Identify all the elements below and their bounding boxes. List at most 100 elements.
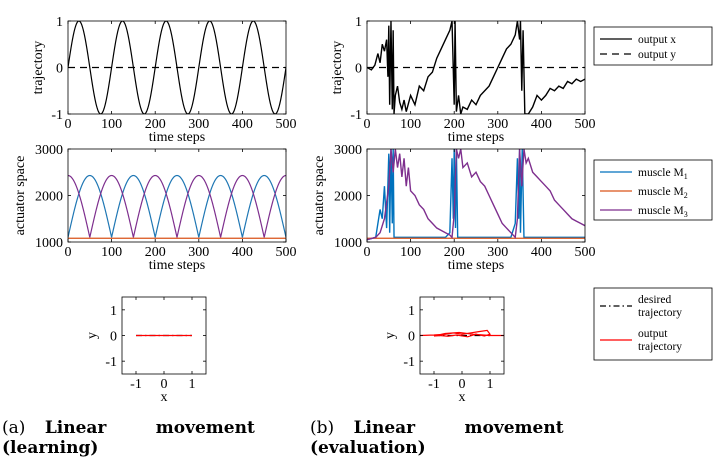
x-tick-label: 0: [459, 377, 466, 392]
x-axis-label: x: [161, 390, 168, 405]
legend-subscript-0: 1: [684, 172, 688, 181]
x-tick-label: 300: [487, 245, 508, 260]
x-tick-label: 0: [364, 245, 371, 260]
y-tick-label: 0: [408, 330, 415, 345]
y-tick-label: 1000: [35, 236, 63, 251]
x-tick-label: 0: [161, 377, 168, 392]
chart-b-xy: -1 0 1 -1 0 1 x y: [383, 296, 505, 405]
x-axis-label: x: [459, 390, 466, 405]
chart-a-xy: -1 0 1 -1 0 1 x y: [85, 296, 207, 405]
caption-b-word1: Linear: [353, 418, 416, 438]
x-tick-label: 0: [65, 245, 72, 260]
y-axis-label: actuator space: [312, 156, 327, 236]
x-tick-label: 200: [444, 245, 465, 260]
caption-a-word1: Linear: [44, 418, 107, 438]
caption-b: (b) Linear movement (evaluation): [310, 418, 610, 458]
caption-b-word2: movement: [464, 418, 564, 438]
x-tick-label: 500: [575, 245, 596, 260]
y-tick-label: 0: [56, 62, 63, 77]
y-tick-label: 2000: [334, 190, 362, 205]
y-tick-label: -1: [105, 355, 117, 370]
x-tick-label: 0: [364, 117, 371, 132]
x-axis-label: time steps: [149, 130, 205, 145]
legend-label-0: muscle M1: [638, 167, 688, 181]
x-tick-label: 400: [232, 245, 253, 260]
legend-box: [593, 26, 713, 66]
x-tick-label: 200: [145, 117, 166, 132]
x-tick-label: 0: [65, 117, 72, 132]
series-line-0: [68, 174, 286, 238]
y-axis-label: y: [85, 332, 100, 339]
y-tick-label: -1: [403, 355, 415, 370]
y-tick-label: 3000: [35, 143, 63, 158]
x-tick-label: 300: [188, 117, 209, 132]
y-axis-label: actuator space: [13, 156, 28, 236]
caption-a-word2: movement: [155, 418, 255, 438]
y-axis-label: trajectory: [330, 41, 345, 95]
legend-label-1: muscle M2: [638, 186, 688, 200]
series-line-0: [367, 149, 585, 241]
x-tick-label: 1: [189, 377, 196, 392]
x-tick-label: 500: [276, 245, 297, 260]
x-tick-label: 400: [531, 245, 552, 260]
y-tick-label: 0: [110, 330, 117, 345]
legend-label-1: output y: [638, 49, 676, 61]
x-tick-label: -1: [130, 377, 142, 392]
legend-muscles: muscle M1 muscle M2 muscle M3: [593, 159, 713, 221]
x-tick-label: -1: [428, 377, 440, 392]
y-axis-label: trajectory: [31, 41, 46, 95]
x-axis-label: time steps: [448, 258, 504, 273]
y-tick-label: -1: [51, 108, 63, 123]
caption-a: (a) Linear movement (learning): [2, 418, 302, 458]
x-tick-label: 400: [232, 117, 253, 132]
caption-b-word3: (evaluation): [310, 438, 426, 458]
x-axis-label: time steps: [149, 258, 205, 273]
x-tick-label: 100: [400, 117, 421, 132]
legend-subscript-2: 3: [684, 210, 688, 219]
y-tick-label: 3000: [334, 143, 362, 158]
caption-a-word3: (learning): [2, 438, 99, 458]
x-tick-label: 100: [400, 245, 421, 260]
legend-label-0: output x: [638, 34, 676, 46]
x-tick-label: 100: [101, 117, 122, 132]
y-tick-label: 2000: [35, 190, 63, 205]
x-tick-label: 500: [575, 117, 596, 132]
x-tick-label: 1: [487, 377, 494, 392]
series-line-2: [68, 174, 286, 238]
y-tick-label: 1: [110, 304, 117, 319]
x-tick-label: 300: [487, 117, 508, 132]
caption-b-tag: (b): [310, 418, 335, 438]
y-tick-label: 1: [355, 15, 362, 30]
series-line-2: [367, 149, 585, 241]
legend-label2-0: trajectory: [638, 307, 682, 319]
legend-label2-1: trajectory: [638, 341, 682, 353]
legend-label-2: muscle M3: [638, 205, 688, 219]
y-tick-label: 1000: [334, 236, 362, 251]
y-tick-label: 1: [56, 15, 63, 30]
y-axis-label: y: [383, 332, 398, 339]
legend-subscript-1: 2: [684, 191, 688, 200]
x-tick-label: 300: [188, 245, 209, 260]
series-line-1: [420, 329, 504, 338]
y-tick-label: 1: [408, 304, 415, 319]
x-tick-label: 500: [276, 117, 297, 132]
x-tick-label: 400: [531, 117, 552, 132]
x-tick-label: 100: [101, 245, 122, 260]
legend-label-0: desired: [638, 294, 671, 306]
caption-a-tag: (a): [2, 418, 26, 438]
legend-box: [593, 287, 713, 361]
series-line-0: [367, 21, 585, 114]
x-tick-label: 200: [145, 245, 166, 260]
x-axis-label: time steps: [448, 130, 504, 145]
legend-label-1: output: [638, 328, 668, 340]
y-tick-label: 0: [355, 62, 362, 77]
legend-trajectory: output x output y: [593, 26, 713, 66]
chart-a-actuator: 0 100 200 300 400 500 1000 2000 3000 time steps ac…: [13, 143, 297, 273]
y-tick-label: -1: [350, 108, 362, 123]
x-tick-label: 200: [444, 117, 465, 132]
chart-b-actuator: 0 100 200 300 400 500 1000 2000 3000 time steps ac…: [312, 143, 596, 273]
